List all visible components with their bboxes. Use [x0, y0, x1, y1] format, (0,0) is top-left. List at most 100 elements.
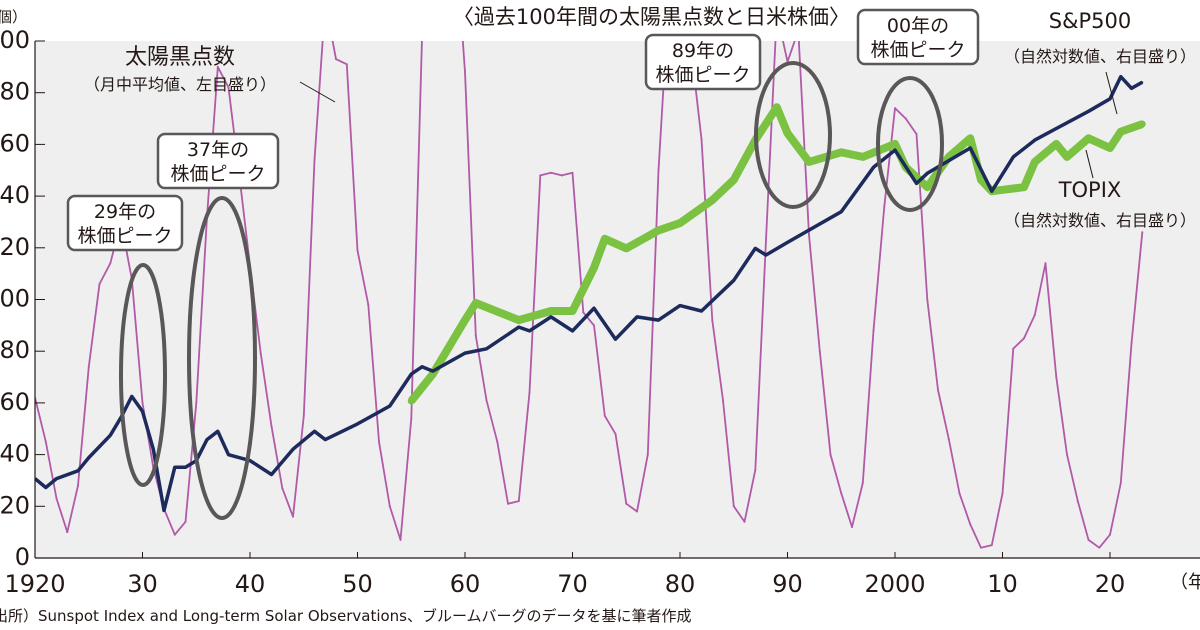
peak-callout-box [644, 33, 762, 91]
data-point [590, 264, 598, 272]
data-point [622, 244, 630, 252]
data-point [77, 484, 79, 487]
data-point [1055, 127, 1058, 130]
data-point [464, 71, 466, 74]
sp500-label: S&P500 [1049, 9, 1131, 33]
data-point [388, 505, 391, 508]
data-point [1031, 158, 1039, 166]
data-point [410, 373, 413, 376]
data-point [461, 316, 469, 324]
data-point [528, 329, 531, 332]
data-point [722, 399, 724, 402]
data-point [614, 432, 617, 435]
peak-callout-text: 株価ピーク [77, 225, 172, 247]
data-point [1055, 376, 1058, 379]
data-point [270, 425, 273, 428]
data-point [891, 140, 899, 148]
data-point [990, 190, 993, 193]
data-point [507, 502, 509, 505]
data-point [977, 176, 985, 184]
data-point [1066, 453, 1068, 456]
data-point [894, 107, 896, 110]
data-point [388, 404, 391, 407]
left-axis-tick-label: 80 [0, 336, 30, 364]
data-point [216, 430, 219, 433]
x-axis-tick-label: 70 [557, 570, 588, 598]
data-point [636, 315, 638, 318]
source-note: （出所）Sunspot Index and Long-term Solar Ob… [0, 607, 692, 625]
data-point [1117, 128, 1125, 136]
data-point [1076, 500, 1079, 503]
data-point [1109, 533, 1111, 536]
data-point [141, 401, 144, 404]
x-axis-tick-label: 50 [342, 570, 373, 598]
data-point [399, 538, 402, 541]
data-point [1130, 87, 1133, 90]
data-point [872, 329, 875, 332]
data-point [87, 456, 90, 459]
sp500-leader-line [1105, 71, 1118, 115]
data-point [582, 311, 585, 314]
data-point [1141, 231, 1144, 234]
data-point [1119, 75, 1122, 78]
data-point [601, 235, 609, 243]
sunspot-sublabel: （月中平均値、左目盛り） [84, 75, 276, 94]
data-point [883, 205, 886, 208]
left-axis-tick-label: 100 [0, 285, 30, 313]
data-point [87, 365, 90, 368]
data-point [474, 334, 477, 337]
data-point [528, 391, 531, 394]
peak-ellipse [119, 263, 167, 487]
left-axis-tick-label: 20 [0, 491, 30, 519]
data-point [797, 30, 799, 32]
data-point [676, 219, 684, 227]
left-axis-tick-label: 60 [0, 388, 30, 416]
data-point [206, 438, 208, 441]
peak-callout-text: 89年の [672, 40, 734, 62]
data-point [109, 262, 112, 265]
x-axis-tick-label: 10 [987, 570, 1018, 598]
data-point [593, 307, 595, 310]
data-point [173, 466, 176, 469]
data-point [1023, 337, 1025, 340]
data-point [784, 129, 791, 137]
data-point [657, 169, 660, 172]
data-point [517, 326, 520, 329]
data-point [765, 239, 767, 242]
data-point [926, 298, 929, 301]
data-point [603, 414, 606, 417]
data-point [861, 482, 864, 485]
chart-title: 〈過去100年間の太陽黒点数と日米株価〉 [453, 5, 850, 29]
y-unit-label: （個） [0, 8, 27, 26]
data-point [550, 171, 552, 174]
data-point [1141, 81, 1144, 84]
data-point [700, 138, 703, 141]
data-point [851, 525, 853, 528]
data-point [915, 182, 918, 185]
x-axis-tick-label: 80 [665, 570, 696, 598]
data-point [313, 158, 316, 161]
data-point [55, 497, 58, 500]
data-point [98, 282, 101, 285]
data-point [547, 307, 555, 315]
data-point [270, 473, 273, 476]
data-point [700, 309, 703, 312]
data-point [732, 279, 735, 282]
data-point [765, 253, 767, 256]
data-point [1138, 120, 1146, 128]
data-point [657, 319, 660, 322]
x-axis-tick-label: 20 [1095, 570, 1126, 598]
data-point [184, 466, 187, 469]
data-point [969, 146, 972, 149]
data-point [1106, 144, 1114, 152]
data-point [969, 523, 972, 526]
data-point [837, 148, 845, 156]
series-layer [35, 30, 1146, 549]
data-point [485, 399, 488, 402]
data-point [281, 487, 284, 490]
data-point [1044, 262, 1047, 265]
data-point [1012, 347, 1015, 350]
data-point [646, 453, 649, 456]
data-point [904, 117, 907, 120]
